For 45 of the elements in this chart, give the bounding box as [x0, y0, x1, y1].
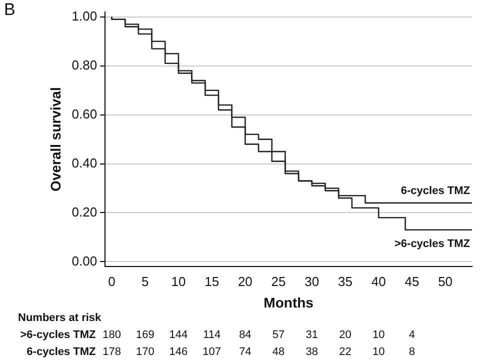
text: 31	[306, 329, 318, 342]
x-tick-label: 40	[371, 274, 386, 289]
text: 74	[239, 346, 252, 358]
text: 107	[202, 346, 222, 358]
x-tick-label: 0	[108, 274, 116, 289]
text: 20	[339, 329, 352, 342]
text: 10	[372, 346, 385, 358]
y-axis-title: Overall survival	[47, 87, 64, 192]
text: 6-cycles TMZ	[26, 346, 96, 358]
x-tick-label: 50	[438, 274, 453, 289]
x-axis-title: Months	[264, 294, 314, 310]
x-tick-label: 5	[142, 274, 149, 289]
text: 22	[339, 346, 352, 358]
x-tick-label: 25	[271, 274, 286, 289]
text: 146	[169, 346, 188, 358]
series-label: 6-cycles TMZ	[400, 184, 470, 197]
text: 48	[272, 346, 285, 358]
chart-title: B	[4, 0, 16, 20]
text: 10	[372, 329, 385, 342]
text: 178	[102, 346, 121, 358]
y-tick-label: 0.40	[72, 155, 98, 170]
x-tick-label: 35	[338, 274, 352, 289]
text: 144	[169, 329, 188, 342]
x-tick-label: 10	[171, 274, 186, 289]
text: 57	[272, 329, 285, 342]
text: >6-cycles TMZ	[20, 329, 96, 342]
text: Numbers at risk	[18, 312, 102, 324]
y-tick-label: 0.00	[72, 253, 98, 268]
x-tick-label: 45	[404, 274, 420, 289]
text: 8	[408, 346, 416, 358]
y-tick-label: 0.20	[72, 204, 98, 220]
text: 180	[102, 329, 121, 342]
x-tick-label: 30	[304, 274, 320, 289]
text: 170	[136, 346, 154, 358]
text: 169	[136, 329, 154, 342]
text: 38	[306, 346, 318, 358]
series-label: >6-cycles TMZ	[394, 238, 470, 250]
text: 114	[203, 329, 221, 342]
y-tick-label: 0.60	[72, 106, 98, 122]
y-tick-label: 0.80	[72, 57, 98, 72]
x-tick-label: 20	[238, 274, 252, 289]
y-tick-label: 1.00	[72, 8, 98, 24]
text: 84	[239, 329, 252, 342]
text: 4	[408, 329, 416, 342]
x-tick-label: 15	[204, 274, 220, 289]
